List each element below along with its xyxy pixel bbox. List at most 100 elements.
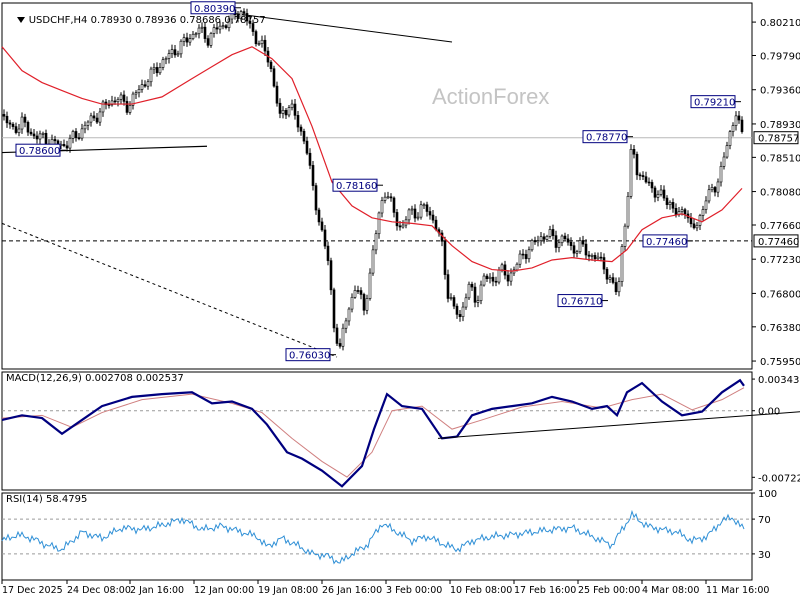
price-tick-label: 0.78930 [760,120,800,131]
candle-body [554,235,558,248]
candle-body [365,298,369,311]
candle-body [281,109,285,114]
price-label-text: 0.76030 [289,351,330,362]
candle-body [506,274,510,282]
candle-body [92,115,96,119]
candle-body [542,236,546,240]
candle-body [680,209,684,212]
price-tick-label: 0.79360 [760,86,800,97]
dropdown-triangle-icon[interactable] [16,17,25,23]
candle-body [29,131,33,135]
candle-body [401,224,405,228]
candle-body [299,126,303,132]
candle-body [11,123,15,127]
candle-body [482,275,486,286]
candle-body [269,61,273,69]
candle-body [68,138,72,149]
candle-body [185,37,189,43]
candle-body [575,251,579,254]
candle-body [149,68,153,83]
candle-body [74,131,78,138]
candle-body [728,131,732,146]
candle-body [335,327,339,344]
price-header: USDCHF,H4 0.78930 0.78936 0.78686 0.7875… [4,4,266,37]
x-tick-label: 12 Jan 00:00 [194,585,254,596]
candle-body [17,128,21,133]
open-value: 0.78930 [90,15,132,26]
candle-body [38,133,42,140]
candle-body [425,204,429,212]
candle-body [83,124,87,130]
candle-body [131,93,135,106]
candle-body [488,276,492,279]
candle-body [35,135,39,140]
macd-tick-label: 0.00 [758,407,780,418]
candle-body [611,277,615,283]
candle-body [221,25,225,27]
candle-body [212,27,216,34]
candle-body [77,137,81,139]
candle-body [584,243,588,256]
support-level-box [753,234,799,248]
candle-body [602,257,606,270]
candle-body [158,67,162,74]
candle-body [2,114,6,117]
candle-body [62,144,66,147]
candle-body [170,49,174,54]
candle-body [452,297,456,307]
candle-body [251,23,255,32]
candle-body [41,132,45,135]
rsi-tick-label: 30 [758,550,771,561]
price-label-text: 0.79210 [694,98,735,109]
candle-body [701,209,705,216]
candle-body [413,208,417,219]
candle-body [80,128,84,139]
candle-body [740,119,744,132]
candle-body [344,320,348,329]
x-tick-label: 25 Feb 00:00 [578,585,640,596]
candle-body [317,209,321,223]
candle-body [491,276,495,282]
candle-body [359,290,363,295]
candle-body [398,225,402,228]
candle-body [722,156,726,167]
candle-body [200,26,204,29]
price-tick-label: 0.80210 [760,18,800,29]
watermark: ActionForex [432,84,550,109]
price-tick-label: 0.76380 [760,323,800,334]
candle-body [428,211,432,216]
candle-body [125,101,129,113]
macd-tick-label: -0.007223 [758,473,800,484]
candle-body [119,94,123,100]
candle-body [458,314,462,318]
candle-body [617,281,621,293]
candle-body [545,236,549,240]
candle-body [254,31,258,45]
candle-body [683,209,687,215]
candle-body [605,268,609,280]
candle-body [23,116,27,123]
candle-body [566,238,570,243]
rsi-tick-label: 100 [758,489,777,500]
candle-body [671,202,675,209]
price-label-box [332,178,378,192]
candle-body [389,196,393,199]
rsi-line [1,509,745,565]
price-tick-label: 0.77660 [760,221,800,232]
candle-body [419,204,423,218]
candle-body [107,104,111,106]
rsi-panel [1,492,753,581]
candle-body [236,14,240,19]
candle-body [572,245,576,254]
candle-body [524,254,528,260]
candle-body [32,133,36,137]
candle-body [89,115,93,123]
candle-body [140,84,144,90]
candle-body [383,196,387,201]
candle-body [377,212,381,235]
candle-body [632,149,636,155]
candle-body [260,39,264,44]
candle-body [368,272,372,299]
candle-body [659,189,663,195]
candle-body [530,240,534,251]
